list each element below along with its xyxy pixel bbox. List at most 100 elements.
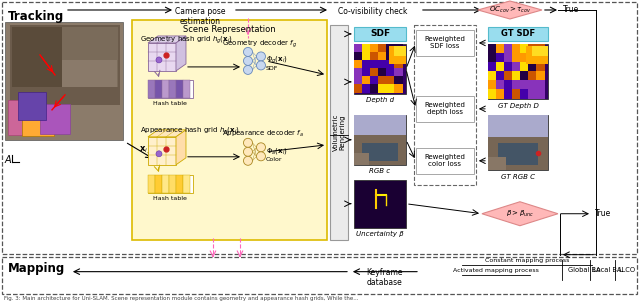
- Text: SDF: SDF: [370, 30, 390, 38]
- Bar: [520, 89, 529, 99]
- Bar: [394, 68, 403, 77]
- Bar: [362, 60, 371, 69]
- Bar: [488, 89, 497, 99]
- Bar: [362, 52, 371, 61]
- Bar: [354, 115, 406, 135]
- Bar: [148, 80, 155, 98]
- Bar: [354, 135, 406, 165]
- Bar: [148, 175, 193, 193]
- Bar: [536, 53, 545, 63]
- Bar: [362, 143, 398, 161]
- Bar: [169, 80, 176, 98]
- Bar: [536, 71, 545, 81]
- Bar: [416, 96, 474, 122]
- Text: Reweighted
depth loss: Reweighted depth loss: [424, 102, 465, 115]
- Text: $\mathbf{x}_i$: $\mathbf{x}_i$: [139, 144, 148, 155]
- Bar: [512, 62, 521, 72]
- Text: Keyframe
database: Keyframe database: [367, 268, 403, 287]
- Bar: [512, 80, 521, 90]
- Bar: [520, 71, 529, 81]
- Circle shape: [257, 143, 266, 152]
- Bar: [18, 92, 46, 120]
- Polygon shape: [148, 43, 176, 71]
- Bar: [162, 80, 169, 98]
- Text: Volumetric
Rendering: Volumetric Rendering: [332, 114, 346, 151]
- Text: Tracking: Tracking: [8, 10, 64, 23]
- Text: Geometry decoder $f_g$: Geometry decoder $f_g$: [222, 39, 297, 50]
- Bar: [354, 153, 369, 165]
- Circle shape: [156, 151, 162, 157]
- Bar: [2, 2, 637, 254]
- Bar: [354, 180, 406, 228]
- Bar: [370, 84, 379, 93]
- Bar: [394, 60, 403, 69]
- Bar: [8, 100, 43, 135]
- Text: Fig. 3: Main architecture for Uni-SLAM. Scene representation module contains geo: Fig. 3: Main architecture for Uni-SLAM. …: [4, 296, 358, 300]
- Bar: [498, 143, 538, 165]
- Bar: [536, 89, 545, 99]
- Bar: [528, 80, 537, 90]
- Circle shape: [243, 56, 252, 66]
- Polygon shape: [148, 130, 186, 137]
- Bar: [496, 80, 505, 90]
- Bar: [536, 62, 545, 72]
- Text: Activated mapping process: Activated mapping process: [453, 268, 539, 273]
- Bar: [394, 52, 403, 61]
- Bar: [488, 62, 497, 72]
- Bar: [386, 84, 395, 93]
- Polygon shape: [148, 36, 186, 43]
- Text: A: A: [5, 155, 12, 165]
- Text: Depth d: Depth d: [366, 97, 394, 103]
- Bar: [414, 25, 476, 185]
- Bar: [394, 44, 403, 53]
- Text: SDF: SDF: [266, 66, 278, 71]
- Bar: [416, 148, 474, 174]
- Bar: [378, 60, 387, 69]
- Bar: [2, 257, 637, 294]
- Bar: [504, 53, 513, 63]
- Text: Constant mapping process: Constant mapping process: [484, 258, 569, 263]
- Bar: [488, 137, 548, 170]
- Bar: [354, 84, 363, 93]
- Bar: [394, 84, 403, 93]
- Bar: [520, 53, 529, 63]
- Bar: [183, 80, 190, 98]
- Bar: [536, 44, 545, 54]
- Bar: [488, 80, 497, 90]
- Bar: [12, 27, 118, 87]
- Bar: [362, 76, 371, 85]
- Bar: [512, 71, 521, 81]
- Text: Local BA: Local BA: [593, 267, 621, 273]
- Bar: [496, 89, 505, 99]
- Text: Hash table: Hash table: [153, 101, 187, 106]
- Bar: [386, 44, 395, 53]
- Bar: [183, 175, 190, 193]
- Bar: [496, 62, 505, 72]
- Bar: [10, 25, 120, 105]
- Polygon shape: [148, 137, 176, 165]
- Bar: [12, 27, 62, 87]
- Circle shape: [243, 138, 252, 147]
- Text: Uncertainty β: Uncertainty β: [356, 231, 404, 237]
- Bar: [354, 68, 363, 77]
- Text: True: True: [595, 209, 611, 218]
- Bar: [148, 80, 193, 98]
- Bar: [416, 30, 474, 56]
- Bar: [488, 157, 506, 170]
- Bar: [488, 53, 497, 63]
- Text: Global BA: Global BA: [568, 267, 600, 273]
- Bar: [354, 76, 363, 85]
- Bar: [394, 76, 403, 85]
- Bar: [504, 62, 513, 72]
- Bar: [386, 52, 395, 61]
- Text: RGB c: RGB c: [369, 168, 390, 174]
- Polygon shape: [176, 130, 186, 165]
- Bar: [536, 80, 545, 90]
- Bar: [520, 62, 529, 72]
- Bar: [528, 89, 537, 99]
- Bar: [512, 53, 521, 63]
- Bar: [370, 68, 379, 77]
- Bar: [378, 44, 387, 53]
- Bar: [520, 44, 529, 54]
- Bar: [389, 46, 406, 64]
